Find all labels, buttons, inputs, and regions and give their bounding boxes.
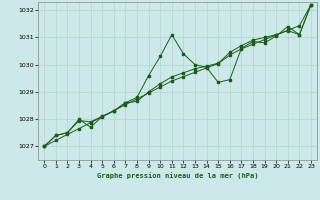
X-axis label: Graphe pression niveau de la mer (hPa): Graphe pression niveau de la mer (hPa) [97, 172, 258, 179]
